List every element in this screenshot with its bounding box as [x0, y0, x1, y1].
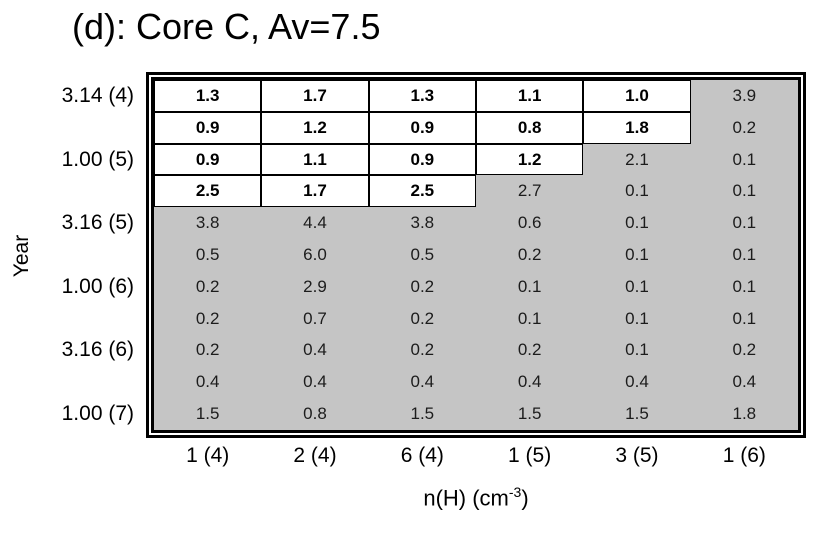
x-tick-label: 6 (4)	[400, 444, 444, 467]
grid-cell: 2.9	[303, 276, 327, 296]
grid-cell: 1.5	[410, 404, 435, 424]
grid-cell: 0.4	[195, 372, 220, 392]
grid-cell: 1.5	[517, 404, 542, 424]
grid-cell: 0.1	[517, 276, 542, 296]
grid-cell: 0.2	[732, 117, 757, 137]
x-tick-label: 1 (6)	[722, 444, 766, 467]
grid-cell: 1.1	[476, 80, 584, 112]
data-grid-inner: 1.3 1.7 1.3 1.1 1.0 3.9 0.9 1.2 0.9 0.8 1.8 0.2 0.9 1…	[151, 77, 801, 433]
grid-cell: 1.3	[368, 80, 476, 112]
grid-cell: 2.7	[517, 181, 542, 201]
y-tick-label: 3.16 (6)	[61, 338, 134, 362]
y-tick-spacer	[0, 366, 138, 398]
grid-cell: 1.8	[583, 111, 691, 144]
x-tick-label: 2 (4)	[293, 444, 337, 467]
grid-cell: 0.1	[625, 244, 649, 264]
grid-cell: 0.4	[517, 372, 542, 392]
x-tick-labels: 1 (4) 2 (4) 6 (4) 1 (5) 3 (5) 1 (6)	[154, 444, 798, 468]
grid-cell: 1.8	[732, 404, 757, 424]
grid-cell: 6.0	[303, 244, 327, 264]
grid-cell: 0.4	[625, 372, 649, 392]
grid-cell: 1.0	[583, 80, 691, 112]
y-tick-spacer	[0, 303, 138, 335]
grid-cell: 0.2	[517, 244, 542, 264]
grid-cell: 1.3	[154, 80, 262, 112]
grid-cell: 0.1	[732, 181, 757, 201]
grid-cell: 0.2	[195, 308, 220, 328]
grid-cell: 1.7	[261, 80, 369, 112]
grid-cell: 0.1	[732, 213, 757, 233]
grid-cell: 0.2	[410, 340, 435, 360]
grid-cell: 0.1	[625, 213, 649, 233]
grid-cell: 0.8	[476, 111, 584, 144]
grid-cell: 2.5	[154, 175, 262, 208]
x-tick-label: 3 (5)	[615, 444, 659, 467]
grid-cell: 0.1	[732, 244, 757, 264]
grid-cell: 0.1	[625, 308, 649, 328]
grid-cell: 0.4	[303, 372, 327, 392]
grid-cell: 1.5	[625, 404, 649, 424]
grid-cell: 1.5	[195, 404, 220, 424]
grid-cell: 1.1	[261, 143, 369, 176]
grid-cell: 0.2	[517, 340, 542, 360]
grid-cell: 2.1	[625, 149, 649, 169]
grid-cell: 0.2	[195, 340, 220, 360]
grid-cell: 0.4	[732, 372, 757, 392]
grid-cell: 0.5	[195, 244, 220, 264]
grid-cell: 0.9	[368, 143, 476, 176]
x-axis-title: n(H) (cm-3)	[146, 484, 806, 511]
y-tick-labels: 3.14 (4) 1.00 (5) 3.16 (5) 1.00 (6) 3.16 (6)…	[0, 80, 138, 430]
y-tick-spacer	[0, 112, 138, 144]
x-axis-title-suffix: )	[521, 485, 529, 511]
y-tick-label: 1.00 (6)	[61, 274, 134, 298]
grid-cell: 0.4	[303, 340, 327, 360]
grid-cell: 0.8	[303, 404, 327, 424]
grid-cell: 0.1	[732, 149, 757, 169]
grid-cell: 3.9	[732, 85, 757, 105]
grid-cell: 0.1	[732, 276, 757, 296]
grid-cell: 1.7	[261, 175, 369, 208]
grid-cell: 0.2	[410, 276, 435, 296]
y-tick-label: 3.14 (4)	[61, 83, 134, 107]
grid-cell: 0.2	[732, 340, 757, 360]
grid-cell: 0.2	[410, 308, 435, 328]
grid-cell: 0.6	[517, 213, 542, 233]
grid-cell: 0.1	[625, 276, 649, 296]
y-tick-label: 1.00 (7)	[61, 402, 134, 426]
y-tick-label: 1.00 (5)	[61, 147, 134, 171]
x-axis-title-text: n(H) (cm	[423, 485, 509, 511]
grid-cell: 0.1	[625, 181, 649, 201]
grid-cell: 0.4	[410, 372, 435, 392]
grid-cell: 0.5	[410, 244, 435, 264]
y-tick-spacer	[0, 175, 138, 207]
grid-cell: 0.1	[625, 340, 649, 360]
grid-cell: 4.4	[303, 213, 327, 233]
y-tick-label: 3.16 (5)	[61, 211, 134, 235]
grid-cell: 1.2	[476, 143, 584, 176]
grid-cell: 0.1	[732, 308, 757, 328]
grid-cell: 2.5	[368, 175, 476, 208]
grid-cell: 0.7	[303, 308, 327, 328]
grid-cell: 3.8	[410, 213, 435, 233]
x-tick-label: 1 (4)	[186, 444, 230, 467]
grid-cell: 0.9	[368, 111, 476, 144]
y-tick-spacer	[0, 239, 138, 271]
grid-cell: 1.2	[261, 111, 369, 144]
grid-cell: 3.8	[195, 213, 220, 233]
grid-cell: 0.1	[517, 308, 542, 328]
grid-cell: 0.9	[154, 143, 262, 176]
grid-cell: 0.2	[195, 276, 220, 296]
figure-title: (d): Core C, Av=7.5	[72, 6, 381, 47]
grid-cell: 0.9	[154, 111, 262, 144]
x-tick-label: 1 (5)	[508, 444, 552, 467]
data-grid-frame: 1.3 1.7 1.3 1.1 1.0 3.9 0.9 1.2 0.9 0.8 1.8 0.2 0.9 1…	[146, 72, 806, 438]
x-axis-title-superscript: -3	[508, 484, 522, 500]
